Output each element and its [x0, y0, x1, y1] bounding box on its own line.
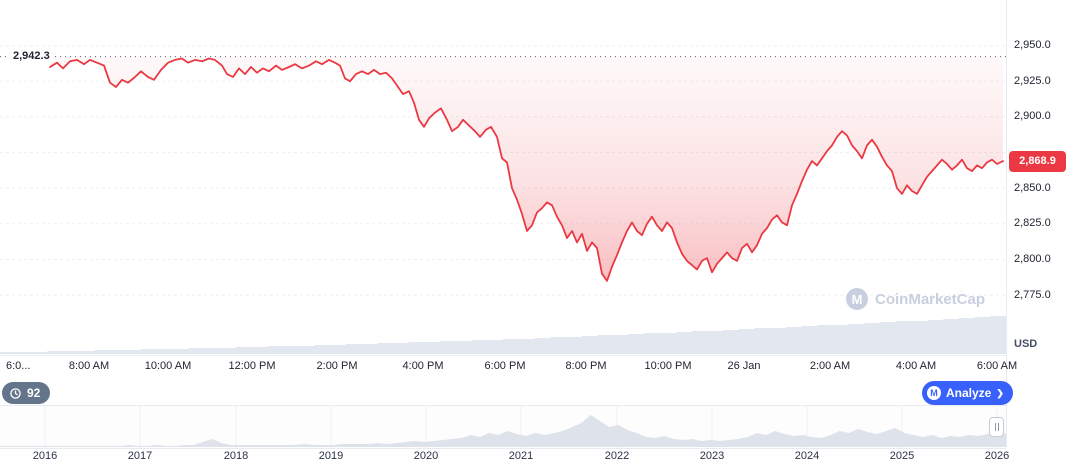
price-axis-tick: 2,825.0	[1014, 217, 1051, 230]
timeline-year-label: 2022	[604, 450, 630, 462]
time-axis-tick: 6:00 AM	[976, 360, 1018, 372]
coinmarketcap-logo-icon: M	[846, 288, 868, 310]
time-axis: 6:0... 8:00 AM 10:00 AM 12:00 PM 2:00 PM 4:00…	[0, 358, 1017, 378]
cmc-logo-icon: M	[927, 386, 941, 400]
timeline-year-label: 2026	[984, 450, 1010, 462]
timeline-years: 2016 2017 2018 2019 2020 2021 2022 2023 2024 2025…	[0, 450, 1010, 466]
timeline-year-label: 2017	[127, 450, 153, 462]
price-chart-canvas	[0, 45, 1006, 354]
timeline-year-label: 2023	[699, 450, 725, 462]
price-axis-tick: 2,925.0	[1014, 74, 1051, 87]
brush-handle[interactable]	[989, 417, 1004, 437]
timeline-year-label: 2019	[318, 450, 344, 462]
time-axis-tick: 8:00 AM	[68, 360, 110, 372]
chevron-right-icon: ❯	[996, 387, 1004, 398]
price-axis-tick: 2,950.0	[1014, 39, 1051, 52]
time-axis-tick: 4:00 PM	[402, 360, 444, 372]
time-axis-tick: 12:00 PM	[228, 360, 276, 372]
price-axis-tick: 2,850.0	[1014, 181, 1051, 194]
timeline-year-label: 2024	[794, 450, 820, 462]
time-axis-tick: 10:00 AM	[144, 360, 192, 372]
navigator-canvas	[0, 406, 1006, 448]
price-axis-tick: 2,775.0	[1014, 288, 1051, 301]
main-price-chart[interactable]: 2,942.3 M CoinMarketCap	[0, 0, 1006, 356]
history-count: 92	[27, 386, 41, 400]
price-axis-tick: 2,800.0	[1014, 252, 1051, 265]
timeline-navigator[interactable]	[0, 405, 1006, 449]
timeline-year-label: 2020	[413, 450, 439, 462]
current-price-badge: 2,868.9	[1009, 150, 1066, 172]
time-axis-tick: 2:00 PM	[316, 360, 358, 372]
time-axis-tick: 4:00 AM	[895, 360, 937, 372]
time-axis-tick: 8:00 PM	[565, 360, 607, 372]
history-badge[interactable]: 92	[2, 382, 51, 404]
analyze-label: Analyze	[946, 386, 992, 400]
timeline-year-label: 2025	[889, 450, 915, 462]
analyze-button[interactable]: M Analyze ❯	[922, 381, 1013, 405]
navigator-area	[0, 415, 1006, 447]
price-area-fill	[50, 56, 1003, 281]
time-axis-tick: 26 Jan	[727, 360, 761, 372]
coinmarketcap-watermark: M CoinMarketCap	[846, 288, 985, 310]
timeline-year-label: 2021	[508, 450, 534, 462]
time-axis-tick: 6:0...	[6, 360, 31, 372]
watermark-text: CoinMarketCap	[875, 290, 986, 308]
timeline-year-label: 2018	[223, 450, 249, 462]
price-axis: 2,868.9 USD 2,950.0 2,925.0 2,900.0 2,850.0…	[1006, 0, 1072, 447]
price-line	[49, 57, 1004, 282]
reference-price-label: 2,942.3	[10, 49, 53, 62]
price-axis-tick: 2,900.0	[1014, 110, 1051, 123]
time-axis-tick: 10:00 PM	[644, 360, 692, 372]
time-axis-tick: 2:00 AM	[809, 360, 851, 372]
currency-label: USD	[1014, 338, 1038, 350]
volume-area	[0, 316, 1006, 354]
clock-icon	[9, 387, 22, 400]
timeline-year-label: 2016	[32, 450, 58, 462]
time-axis-tick: 6:00 PM	[484, 360, 526, 372]
